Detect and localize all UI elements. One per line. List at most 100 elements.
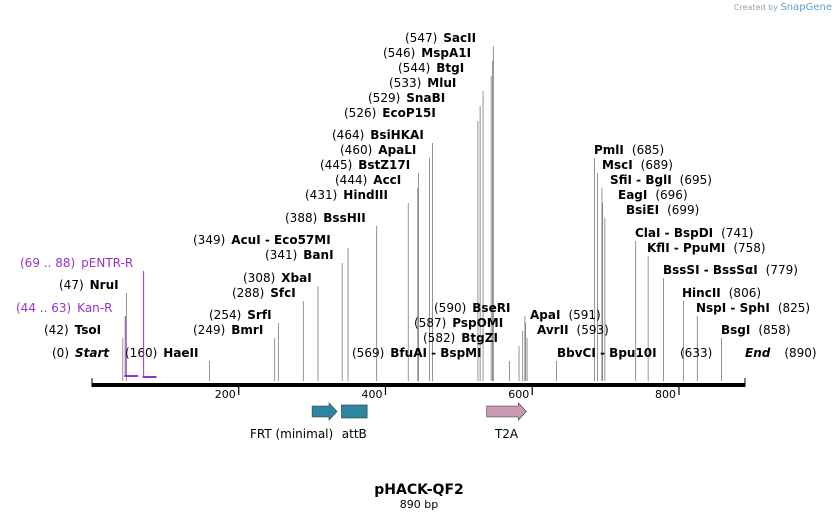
site-position: (547)	[405, 31, 437, 45]
site-name: BseRI	[472, 301, 510, 315]
site-name: SnaBI	[406, 91, 445, 105]
site-position: (445)	[320, 158, 352, 172]
site-name: HindIII	[343, 188, 388, 202]
site-name: EagI	[618, 188, 647, 202]
primer-name: pENTR-R	[81, 256, 133, 270]
site-position: (47)	[59, 278, 84, 292]
site-leader-lines	[122, 46, 722, 381]
site-name: MluI	[427, 76, 456, 90]
site-label: ApaI (591)	[530, 308, 601, 322]
site-name: BfuAI - BspMI	[390, 346, 481, 360]
site-position: (689)	[641, 158, 673, 172]
feature-arrow	[311, 402, 338, 421]
site-position: (569)	[352, 346, 384, 360]
site-position: (685)	[632, 143, 664, 157]
site-position: (633)	[680, 346, 712, 360]
ruler-tick-label: 400	[361, 388, 382, 401]
site-name: EcoP15I	[382, 106, 436, 120]
site-name: BstZ17I	[358, 158, 410, 172]
site-name: SfcI	[270, 286, 295, 300]
site-position: (546)	[383, 46, 415, 60]
site-label: KflI - PpuMI (758)	[647, 241, 766, 255]
site-label: (445) BstZ17I	[320, 158, 410, 172]
ruler-bar	[92, 383, 745, 387]
site-label: (254) SrfI	[209, 308, 272, 322]
primer-range: (44 .. 63)	[16, 301, 71, 315]
site-label: (249) BmrI	[193, 323, 263, 337]
site-label: (582) BtgZI	[423, 331, 498, 345]
site-label: (544) BtgI	[398, 61, 464, 75]
site-name: SacII	[443, 31, 476, 45]
snapgene-logo: SnapGene	[780, 2, 832, 13]
site-name: Start	[75, 346, 110, 360]
primer-annotations: (69 .. 88) pENTR-R (44 .. 63) Kan-R	[16, 256, 157, 378]
site-name: ApaLI	[378, 143, 416, 157]
site-label: (547) SacII	[405, 31, 476, 45]
site-name: PspOMI	[452, 316, 503, 330]
site-label: (569) BfuAI - BspMI	[352, 346, 482, 360]
site-position: (288)	[232, 286, 264, 300]
site-name: End	[745, 346, 771, 360]
site-label: (464) BsiHKAI	[332, 128, 424, 142]
feature-track: FRT (minimal) attB T2A	[250, 402, 527, 441]
site-label: BsgI (858)	[721, 323, 791, 337]
site-position: (858)	[758, 323, 790, 337]
site-name: BtgZI	[461, 331, 498, 345]
sequence-ruler: 200 400 600 800	[91, 378, 746, 401]
site-label: SfiI - BglI (695)	[610, 173, 712, 187]
plasmid-title: pHACK-QF2	[374, 482, 464, 498]
site-label: MscI (689)	[602, 158, 673, 172]
credit-prefix: Created by	[733, 3, 778, 12]
primer-name: Kan-R	[77, 301, 112, 315]
site-position: (758)	[733, 241, 765, 255]
snapgene-credit: Created by SnapGene	[734, 2, 832, 13]
site-label: EagI (696)	[618, 188, 688, 202]
site-position: (464)	[332, 128, 364, 142]
site-name: BssSI - BssSαI	[663, 263, 758, 277]
site-position: (160)	[125, 346, 157, 360]
site-position: (444)	[335, 173, 367, 187]
site-label: (444) AccI	[335, 173, 401, 187]
feature-label: T2A	[494, 427, 519, 441]
site-name: TsoI	[75, 323, 101, 337]
site-name: BanI	[303, 248, 333, 262]
feature-label: attB	[342, 427, 367, 441]
site-name: SfiI - BglI	[610, 173, 672, 187]
site-position: (825)	[778, 301, 810, 315]
site-name: AvrII	[537, 323, 569, 337]
site-label: (590) BseRI	[434, 301, 510, 315]
site-name: BbvCI - Bpu10I	[557, 346, 657, 360]
site-position: (699)	[667, 203, 699, 217]
site-position: (582)	[423, 331, 455, 345]
site-label: NspI - SphI (825)	[696, 301, 810, 315]
site-label: End (890)	[745, 346, 817, 360]
site-label: (341) BanI	[265, 248, 334, 262]
site-position: (544)	[398, 61, 430, 75]
site-name: BmrI	[231, 323, 263, 337]
ruler-tick-label: 800	[655, 388, 676, 401]
site-position: (696)	[655, 188, 687, 202]
plasmid-length: 890 bp	[400, 498, 438, 511]
site-position: (460)	[340, 143, 372, 157]
primer-label: (69 .. 88) pENTR-R	[20, 256, 133, 270]
site-name: MspA1I	[421, 46, 471, 60]
site-position: (587)	[414, 316, 446, 330]
site-position: (526)	[344, 106, 376, 120]
site-label: (431) HindIII	[305, 188, 388, 202]
site-position: (806)	[729, 286, 761, 300]
site-position: (591)	[568, 308, 600, 322]
site-label: (460) ApaLI	[340, 143, 416, 157]
site-position: (42)	[44, 323, 69, 337]
site-label: (160) HaeII	[125, 346, 199, 360]
site-name: ApaI	[530, 308, 560, 322]
site-label: (529) SnaBI	[368, 91, 445, 105]
site-position: (341)	[265, 248, 297, 262]
ruler-tick-label: 200	[215, 388, 236, 401]
site-label: BssSI - BssSαI (779)	[663, 263, 798, 277]
site-label: BbvCI - Bpu10I	[557, 346, 657, 360]
site-position: (254)	[209, 308, 241, 322]
site-label: (47) NruI	[59, 278, 119, 292]
site-name: BsiHKAI	[370, 128, 424, 142]
ruler-tick-label: 600	[508, 388, 529, 401]
site-labels: (0) Start (42) TsoI (47) NruI (160) HaeII (249) B…	[44, 31, 817, 360]
